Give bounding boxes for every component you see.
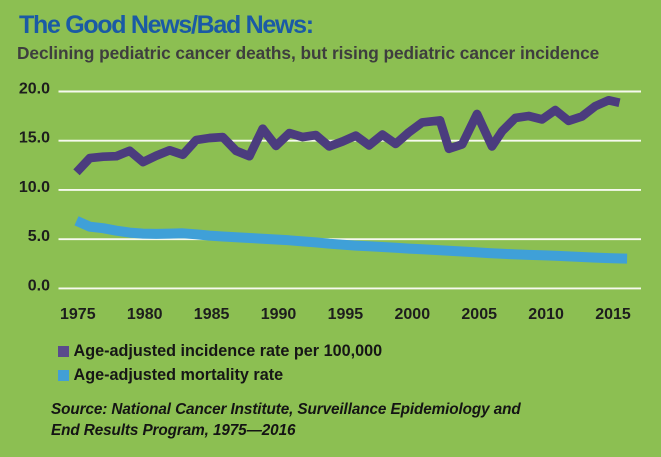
svg-text:0.0: 0.0 — [28, 277, 50, 294]
svg-text:2010: 2010 — [528, 306, 564, 323]
svg-text:15.0: 15.0 — [19, 130, 50, 147]
svg-text:1990: 1990 — [261, 306, 297, 323]
svg-text:1995: 1995 — [328, 306, 364, 323]
svg-text:5.0: 5.0 — [28, 228, 50, 245]
svg-text:1975: 1975 — [60, 306, 96, 323]
svg-text:20.0: 20.0 — [19, 81, 50, 98]
svg-text:2015: 2015 — [595, 306, 631, 323]
svg-text:10.0: 10.0 — [19, 179, 50, 196]
svg-text:1980: 1980 — [127, 306, 163, 323]
svg-text:1985: 1985 — [194, 306, 230, 323]
svg-text:2000: 2000 — [395, 306, 431, 323]
svg-text:2005: 2005 — [461, 306, 497, 323]
